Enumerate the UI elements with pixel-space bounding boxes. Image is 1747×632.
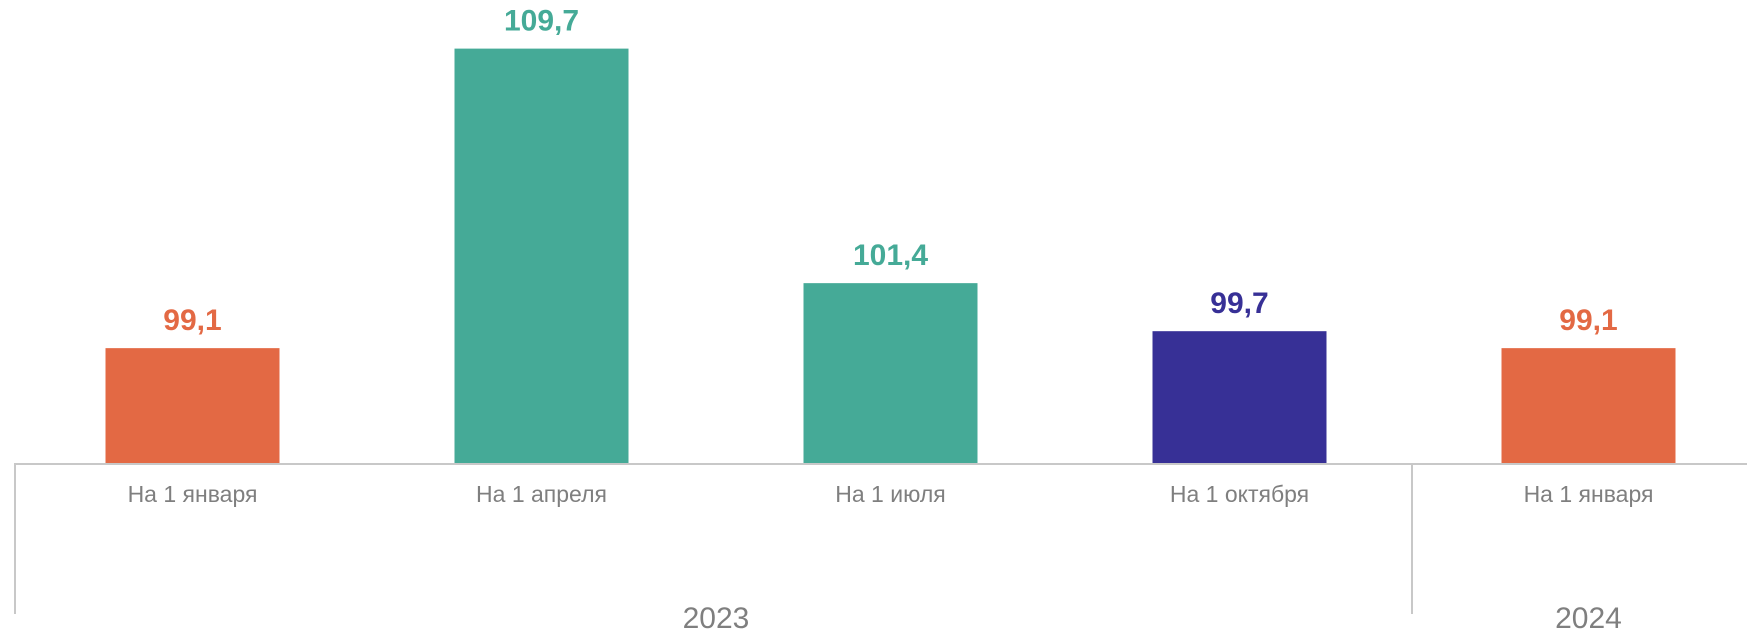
value-labels-layer: 99,1 109,7 101,4 99,7 99,1 bbox=[163, 5, 1617, 338]
bars-layer bbox=[105, 48, 1676, 465]
value-label: 99,7 bbox=[1210, 287, 1268, 320]
value-label: 99,1 bbox=[1559, 304, 1617, 337]
category-label: На 1 января bbox=[128, 481, 258, 507]
category-label: На 1 июля bbox=[835, 481, 945, 507]
value-label: 101,4 bbox=[853, 239, 928, 272]
value-label: 99,1 bbox=[163, 304, 221, 337]
category-labels-layer: На 1 января На 1 апреля На 1 июля На 1 октя… bbox=[128, 481, 1654, 507]
bar bbox=[1152, 331, 1327, 464]
group-label: 2024 bbox=[1555, 602, 1622, 632]
bar bbox=[803, 283, 978, 464]
category-label: На 1 апреля bbox=[476, 481, 607, 507]
category-label: На 1 января bbox=[1524, 481, 1654, 507]
bar bbox=[454, 48, 629, 465]
bar bbox=[1501, 348, 1676, 464]
value-label: 109,7 bbox=[504, 5, 579, 38]
group-label: 2023 bbox=[683, 602, 750, 632]
category-axis bbox=[14, 463, 1747, 614]
bar bbox=[105, 348, 280, 464]
category-label: На 1 октября bbox=[1170, 481, 1309, 507]
group-labels-layer: 2023 2024 bbox=[683, 602, 1622, 632]
